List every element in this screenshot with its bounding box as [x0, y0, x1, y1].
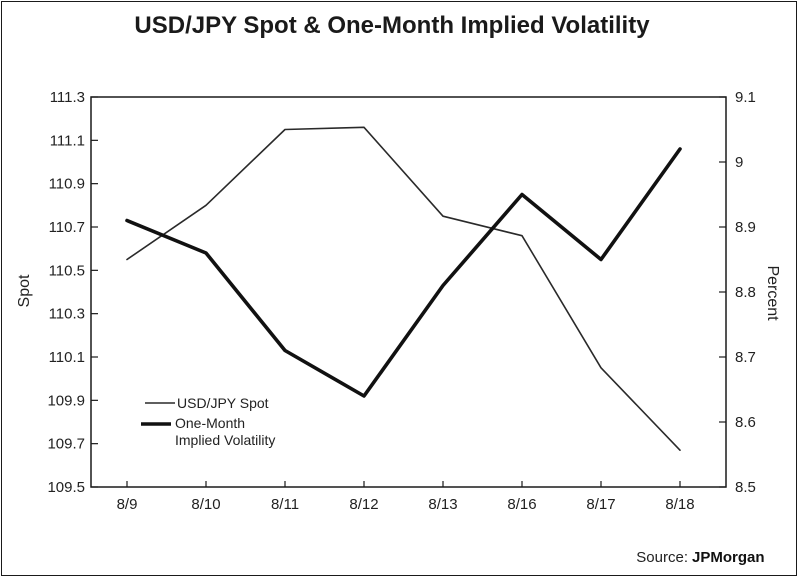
- legend: USD/JPY Spot One-Month Implied Volatilit…: [141, 395, 275, 448]
- right-tick-label: 8.5: [735, 479, 756, 496]
- x-tick-label: 8/10: [191, 496, 220, 513]
- right-tick-label: 9.1: [735, 89, 756, 106]
- legend-label-volatility-line1: One-Month: [175, 415, 245, 431]
- right-tick-label: 9: [735, 154, 743, 171]
- left-tick-label: 110.3: [49, 306, 85, 323]
- left-tick-label: 109.7: [47, 436, 85, 453]
- x-tick-label: 8/17: [586, 496, 615, 513]
- left-tick-label: 110.5: [49, 262, 85, 279]
- x-tick-label: 8/16: [507, 496, 536, 513]
- legend-label-volatility-line2: Implied Volatility: [175, 432, 275, 448]
- right-tick-label: 8.9: [735, 219, 756, 236]
- chart-title: USD/JPY Spot & One-Month Implied Volatil…: [134, 12, 650, 39]
- source-brand: JPMorgan: [692, 549, 765, 566]
- right-tick-label: 8.6: [735, 414, 756, 431]
- legend-label-spot: USD/JPY Spot: [177, 395, 269, 411]
- x-tick-label: 8/9: [117, 496, 138, 513]
- x-tick-label: 8/12: [349, 496, 378, 513]
- series-line-one-month-implied-volatility: [125, 147, 682, 398]
- x-tick-label: 8/11: [271, 496, 299, 513]
- source-prefix: Source:: [636, 549, 688, 566]
- left-axis-ticks: 111.3 111.1 110.9 110.7 110.5 110.3 110.1 109.9…: [47, 89, 98, 496]
- left-tick-label: 111.3: [50, 89, 85, 106]
- left-tick-label: 111.1: [50, 132, 85, 149]
- left-tick-label: 109.5: [47, 479, 85, 496]
- left-tick-label: 110.7: [49, 219, 85, 236]
- left-tick-label: 110.1: [49, 349, 85, 366]
- left-tick-label: 109.9: [47, 392, 85, 409]
- series-line-usd-jpy-spot: [126, 126, 681, 452]
- x-tick-label: 8/18: [665, 496, 694, 513]
- x-axis-ticks: 8/9 8/10 8/11 8/12 8/13 8/16 8/17 8/18: [117, 481, 695, 513]
- series-layer: [125, 126, 682, 452]
- y-axis-right-label: Percent: [764, 265, 781, 321]
- right-tick-label: 8.8: [735, 284, 756, 301]
- right-tick-label: 8.7: [735, 349, 756, 366]
- left-tick-label: 110.9: [49, 176, 85, 193]
- right-axis-ticks: 9.1 9 8.9 8.8 8.7 8.6 8.5: [719, 89, 756, 496]
- x-tick-label: 8/13: [428, 496, 457, 513]
- y-axis-left-label: Spot: [16, 274, 33, 307]
